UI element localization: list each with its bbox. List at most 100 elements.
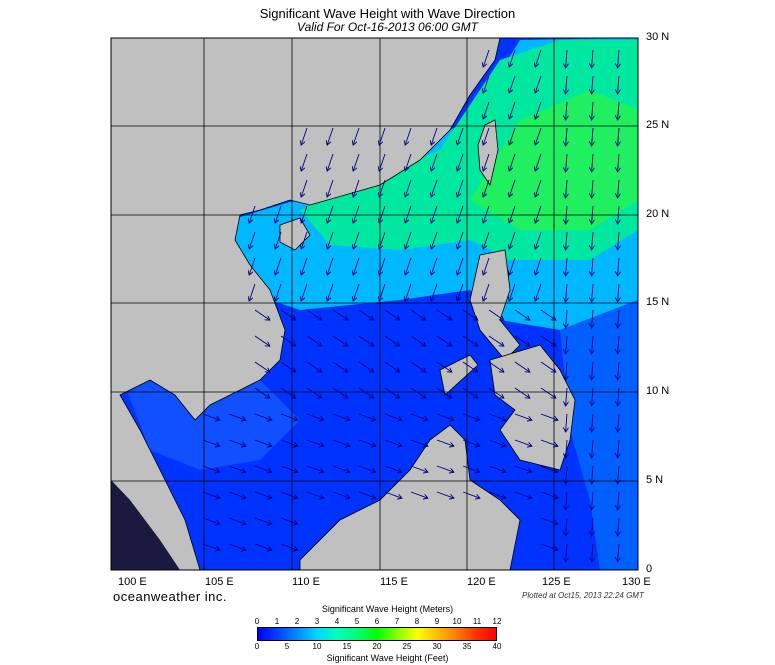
wave-arrow	[379, 231, 386, 249]
wave-arrow	[280, 543, 298, 550]
wave-arrow	[202, 491, 220, 498]
wave-arrow	[280, 517, 298, 524]
wave-arrow	[618, 543, 619, 562]
wave-arrow	[436, 361, 452, 372]
wave-arrow	[566, 257, 567, 276]
wave-arrow	[431, 283, 438, 301]
colorbar	[257, 627, 497, 641]
wave-arrow	[592, 491, 593, 510]
wave-arrow	[514, 361, 530, 372]
meters-tick-label: 3	[314, 617, 320, 626]
meters-tick-label: 10	[452, 617, 462, 626]
wave-arrow	[540, 465, 558, 472]
wave-arrow	[618, 127, 619, 146]
wave-arrow	[540, 361, 556, 372]
feet-tick-label: 35	[462, 642, 472, 651]
lat-label: 5 N	[646, 474, 664, 486]
wave-arrow	[306, 361, 322, 372]
wave-arrow	[254, 309, 270, 320]
wave-arrow	[540, 335, 556, 346]
meters-tick-label: 8	[414, 617, 420, 626]
wave-arrow	[436, 387, 452, 398]
lat-label: 0	[646, 563, 653, 575]
wave-arrow	[488, 491, 506, 498]
wave-arrow	[540, 413, 558, 420]
wave-arrow	[353, 153, 360, 171]
wave-arrow	[457, 205, 464, 223]
wave-arrow	[618, 283, 619, 302]
wave-arrow	[353, 231, 360, 249]
wave-arrow	[566, 517, 567, 536]
wave-arrow	[228, 491, 246, 498]
wave-arrow	[540, 387, 556, 398]
feet-tick-label: 10	[312, 642, 322, 651]
wave-arrow	[566, 465, 567, 484]
wave-arrow	[327, 127, 334, 145]
wave-arrow	[509, 257, 516, 275]
wave-arrow	[592, 309, 593, 328]
wave-arrow	[457, 153, 464, 171]
wave-arrow	[592, 179, 593, 198]
wave-arrow	[566, 543, 567, 562]
lat-label: 10 N	[646, 385, 670, 397]
wave-arrow	[462, 361, 478, 372]
wave-arrow	[535, 75, 542, 93]
feet-tick-label: 20	[372, 642, 382, 651]
wave-arrow	[275, 231, 282, 249]
wave-arrow	[202, 465, 220, 472]
wave-arrow	[431, 127, 438, 145]
wave-arrow	[535, 205, 542, 223]
wave-arrow	[457, 179, 464, 197]
wave-arrow	[618, 257, 619, 276]
wave-arrow	[566, 179, 567, 198]
wave-arrow	[509, 283, 516, 301]
wave-arrow	[275, 205, 282, 223]
feet-tick-label: 40	[492, 642, 502, 651]
wave-arrow	[618, 179, 619, 198]
wave-arrow	[483, 127, 490, 145]
wave-arrow	[566, 101, 567, 120]
wave-arrow	[280, 439, 298, 446]
chart-title: Significant Wave Height with Wave Direct…	[259, 6, 516, 21]
wave-arrow	[353, 257, 360, 275]
wave-arrow	[306, 309, 322, 320]
wave-arrow	[509, 153, 516, 171]
wave-arrow	[618, 517, 619, 536]
wave-arrow	[332, 439, 350, 446]
wave-arrow	[592, 517, 593, 536]
wave-arrow	[327, 179, 334, 197]
wave-arrow	[618, 413, 619, 432]
wave-arrow	[592, 101, 593, 120]
wave-arrow	[592, 257, 593, 276]
wave-arrow	[301, 231, 308, 249]
wave-arrow	[254, 361, 270, 372]
wave-arrow	[306, 491, 324, 498]
wave-arrow	[431, 179, 438, 197]
wave-arrow	[301, 153, 308, 171]
meters-tick-label: 2	[294, 617, 300, 626]
wave-arrow	[509, 127, 516, 145]
wave-arrow	[535, 49, 542, 67]
wave-arrow	[384, 387, 400, 398]
wave-arrow	[379, 179, 386, 197]
wave-arrow	[535, 153, 542, 171]
wave-arrow	[410, 361, 426, 372]
wave-arrow	[592, 439, 593, 458]
wave-arrow	[566, 205, 567, 224]
feet-tick-label: 5	[284, 642, 290, 651]
wave-arrow	[483, 49, 490, 67]
wave-arrow	[306, 335, 322, 346]
wave-arrow	[488, 335, 504, 346]
wave-arrow	[462, 491, 480, 498]
wave-arrow	[514, 465, 532, 472]
wave-arrow	[592, 361, 593, 380]
wave-arrow	[566, 309, 567, 328]
wave-arrow	[436, 413, 454, 420]
wave-arrow	[540, 439, 558, 446]
wave-arrow	[509, 205, 516, 223]
wave-arrow	[358, 309, 374, 320]
mainland-asia	[111, 38, 501, 570]
wave-arrow	[566, 75, 567, 94]
wave-arrow	[358, 361, 374, 372]
